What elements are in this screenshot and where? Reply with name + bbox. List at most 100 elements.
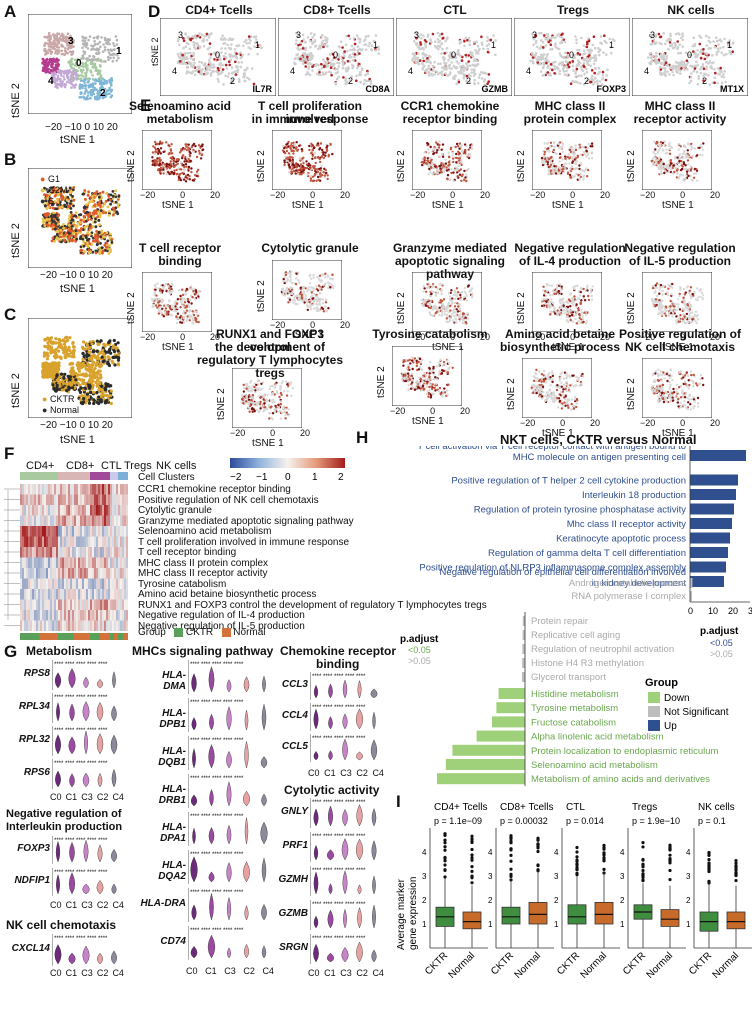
gene-label: CD8A <box>365 84 390 94</box>
heatmap-row-label: Tyrosine catabolism <box>138 578 227 590</box>
x-axis-label: tSNE 1 <box>60 283 95 295</box>
y-axis-label: tSNE 2 <box>150 37 160 66</box>
y-axis-label: tSNE 2 <box>256 280 267 312</box>
outlier <box>470 865 474 869</box>
cluster-id: 2 <box>466 76 471 86</box>
x-axis-label: tSNE 1 <box>292 200 324 211</box>
panel-label-a: A <box>4 2 17 21</box>
down-bar <box>496 702 525 714</box>
scale-tick: 0 <box>285 472 291 483</box>
panel-label-f: F <box>4 444 15 463</box>
pathway-title-line2: receptor activity <box>633 112 727 126</box>
pathway-title-line2: apoptotic signaling pathway <box>395 254 505 281</box>
gene-label: SRGN <box>279 942 308 953</box>
x-tick-labels: −20 −10 0 10 20 <box>40 270 113 281</box>
x-axis-label: tSNE 1 <box>662 200 694 211</box>
x-axis-label: tSNE 1 <box>542 428 574 439</box>
pathway-title: Positive regulation of <box>618 327 741 341</box>
y-tick: 2 <box>488 896 493 905</box>
x-tick-labels: −20 0 20 <box>530 332 610 342</box>
y-tick: 2 <box>554 896 559 905</box>
outlier <box>443 832 447 836</box>
significance-marks: **** **** **** **** **** <box>312 834 366 840</box>
pathway-title: Selenoamino acid <box>128 99 232 113</box>
cluster-id: 3 <box>68 36 74 47</box>
gene-label: FOXP3 <box>596 84 626 94</box>
down-term: Protein localization to endoplasmic reti… <box>531 746 719 757</box>
x-tick-labels: −20 0 20 <box>410 190 490 200</box>
outlier <box>575 855 579 859</box>
pathway-title: MHC class II <box>644 99 716 113</box>
up-bar <box>690 503 734 515</box>
outlier <box>668 877 672 882</box>
up-bar <box>690 474 738 486</box>
outlier <box>707 881 711 885</box>
group-legend-title: Group <box>645 677 678 689</box>
outlier <box>470 869 474 873</box>
heatmap-colorscale: −2 −1 0 1 2 <box>230 458 345 483</box>
up-bar <box>690 489 736 500</box>
y-tick: 2 <box>686 896 691 905</box>
gene-label: RPL32 <box>18 734 50 745</box>
significance-marks: **** **** **** **** **** <box>312 705 366 711</box>
outlier <box>509 874 513 878</box>
y-tick: 1 <box>620 920 625 929</box>
x-tick-labels: −20 0 20 <box>270 190 350 200</box>
x-tick-labels: −20 0 20 <box>390 406 470 416</box>
up-bar <box>690 450 746 461</box>
group-label: Normal <box>645 950 676 981</box>
outlier <box>470 834 474 838</box>
violin-row: **** **** **** **** **** <box>188 698 267 732</box>
marker-tsne: 3 1 0 4 2 IL7R <box>160 18 276 96</box>
outlier <box>602 852 606 857</box>
box <box>660 909 680 927</box>
cluster-axis-labels: C0 C1 C3 C2 C4 <box>308 768 384 778</box>
group-label: Normal <box>447 950 478 981</box>
tsne-cellcycle-plot <box>28 168 132 268</box>
y-label: gene expression <box>408 877 419 950</box>
ns-bar <box>522 630 525 640</box>
outlier <box>707 850 711 855</box>
heatmap-row-label: Amino acid betaine biosynthetic process <box>138 589 317 600</box>
subplot-title: NK cells <box>698 802 735 813</box>
cluster-id: 3 <box>414 30 419 40</box>
up-term-line2: MHC molecule on antigen presenting cell <box>513 452 686 463</box>
outlier <box>668 868 672 873</box>
y-axis-label: tSNE 2 <box>396 150 407 182</box>
panel-label-g: G <box>4 642 18 661</box>
down-bar <box>476 730 525 742</box>
outlier <box>734 864 738 868</box>
cluster-id: 1 <box>609 40 614 50</box>
subplot-title: CTL <box>566 802 585 813</box>
outlier <box>509 867 513 871</box>
y-axis-label: tSNE 2 <box>126 292 137 324</box>
gene-label: HLA-DPA1 <box>160 822 186 844</box>
outlier <box>575 845 579 850</box>
subplot-title: CD4+ Tcells <box>434 802 487 813</box>
significance-marks: **** **** **** **** **** <box>54 662 108 668</box>
p-value: p = 1.9e−10 <box>632 816 680 826</box>
heatmap-row-label: RUNX1 and FOXP3 control the development … <box>138 599 487 611</box>
p-value: p = 0.014 <box>566 816 604 826</box>
cluster-id: 3 <box>532 30 537 40</box>
cluster-id: 2 <box>230 76 235 86</box>
condition-legend: ● CKTR ● Normal <box>42 394 79 415</box>
x-tick-labels: −20 0 20 <box>640 418 720 428</box>
outlier <box>509 848 513 852</box>
y-axis-label: tSNE 2 <box>626 378 637 410</box>
gene-label: CCL3 <box>281 679 308 690</box>
cluster-id: 0 <box>451 50 456 60</box>
outlier <box>734 872 738 876</box>
violin-row: **** **** **** **** **** <box>52 868 117 896</box>
gene-label: CD74 <box>160 936 186 947</box>
cluster-axis-labels: C0 C1 C3 C2 C4 <box>50 900 124 910</box>
y-tick: 3 <box>686 872 691 881</box>
outlier <box>575 871 579 876</box>
cluster-id: 1 <box>116 46 122 57</box>
violin-group-title: Negative regulation of <box>6 808 122 820</box>
scale-tick: 2 <box>338 472 344 483</box>
pathway-tsne <box>642 130 712 190</box>
cluster-id: 4 <box>290 66 295 76</box>
subplot-title: CD8+ Tcells <box>500 802 553 813</box>
significance-marks: **** **** **** **** **** <box>312 902 366 908</box>
